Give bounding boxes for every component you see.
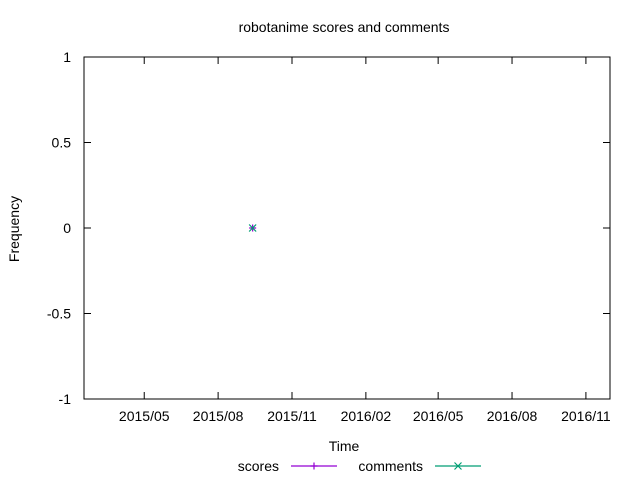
x-axis-label: Time [329, 438, 360, 454]
legend: scores comments [238, 458, 481, 474]
y-tick-label: -1 [59, 391, 72, 407]
y-tick-label: 0 [63, 220, 71, 236]
comments-point [248, 224, 257, 232]
x-tick-label: 2016/02 [341, 408, 392, 424]
y-tick-label: -0.5 [47, 306, 71, 322]
legend-marker-comments [454, 462, 462, 470]
x-tick-label: 2016/08 [487, 408, 538, 424]
x-tick-label: 2015/05 [119, 408, 170, 424]
data-points [248, 224, 257, 232]
y-tick-label: 1 [63, 49, 71, 65]
x-tick-label: 2015/08 [193, 408, 244, 424]
y-tick-label: 0.5 [52, 135, 72, 151]
legend-label-scores: scores [238, 458, 279, 474]
legend-label-comments: comments [358, 458, 423, 474]
legend-marker-scores [310, 462, 318, 470]
x-tick-label: 2016/11 [561, 408, 611, 424]
x-tick-label: 2016/05 [413, 408, 464, 424]
x-tick-label: 2015/11 [267, 408, 317, 424]
y-axis: 1 0.5 0 -0.5 -1 [47, 49, 610, 407]
chart-title: robotanime scores and comments [239, 19, 450, 35]
x-axis: 2015/05 2015/08 2015/11 2016/02 2016/05 2016/… [119, 57, 611, 424]
y-axis-label: Frequency [6, 196, 22, 262]
plot-area [83, 56, 611, 400]
